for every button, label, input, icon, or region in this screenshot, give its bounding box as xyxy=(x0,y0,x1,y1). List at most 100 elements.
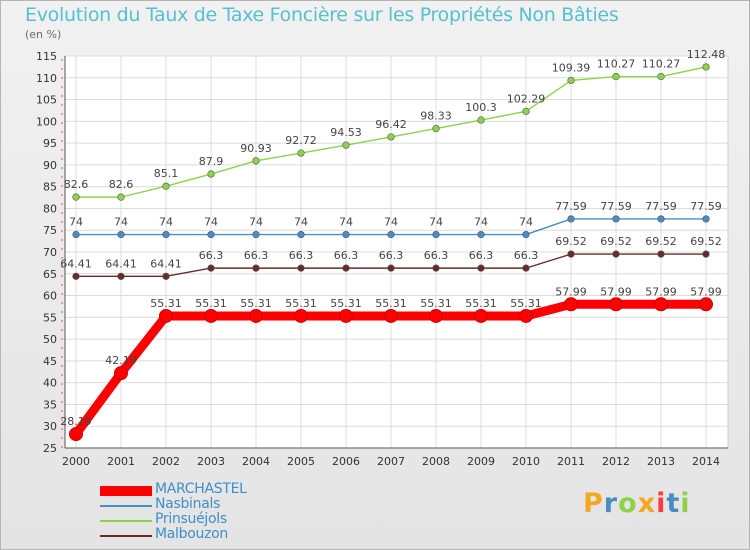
point-marchastel-2001 xyxy=(114,366,128,381)
legend-item-marchastel[interactable]: MARCHASTEL xyxy=(100,481,350,498)
y-tick-label-80: 80 xyxy=(43,202,57,215)
data-label-malbouzon-2000: 64.41 xyxy=(60,257,92,270)
data-label-marchastel-2003: 55.31 xyxy=(195,297,227,310)
y-tick-label-55: 55 xyxy=(43,311,57,324)
data-label-malbouzon-2002: 64.41 xyxy=(150,257,182,270)
point-prinsuejols-2001 xyxy=(117,193,125,201)
point-prinsuejols-2004 xyxy=(252,157,260,165)
point-nasbinals-2011 xyxy=(567,215,575,223)
x-tick-label-2002: 2002 xyxy=(152,455,180,468)
legend-item-prinsuejols[interactable]: Prinsuéjols xyxy=(100,511,350,528)
data-label-marchastel-2009: 55.31 xyxy=(465,297,497,310)
data-label-prinsuejols-2011: 109.39 xyxy=(552,61,591,74)
point-nasbinals-2002 xyxy=(162,230,170,239)
axes xyxy=(61,56,728,449)
y-tick-label-25: 25 xyxy=(43,442,57,455)
legend-label-nasbinals: Nasbinals xyxy=(155,496,221,512)
point-nasbinals-2006 xyxy=(342,230,350,239)
point-prinsuejols-2011 xyxy=(567,76,575,85)
legend-label-prinsuejols: Prinsuéjols xyxy=(155,511,227,527)
legend-swatch-nasbinals xyxy=(100,505,152,507)
legend-item-nasbinals[interactable]: Nasbinals xyxy=(100,496,350,513)
data-label-marchastel-2007: 55.31 xyxy=(375,297,407,310)
point-prinsuejols-2005 xyxy=(297,149,305,157)
data-label-prinsuejols-2006: 94.53 xyxy=(330,126,362,139)
data-label-nasbinals-2001: 74 xyxy=(114,216,128,229)
y-tick-label-95: 95 xyxy=(43,137,57,150)
x-tick-label-2012: 2012 xyxy=(602,455,630,468)
data-label-prinsuejols-2009: 100.3 xyxy=(465,101,497,114)
point-prinsuejols-2014 xyxy=(702,63,710,71)
y-tick-label-45: 45 xyxy=(43,355,57,368)
x-tick-label-2009: 2009 xyxy=(467,455,495,468)
data-label-prinsuejols-2013: 110.27 xyxy=(642,58,681,71)
x-tick-label-2005: 2005 xyxy=(287,455,315,468)
data-label-malbouzon-2005: 66.3 xyxy=(289,249,314,262)
x-tick-label-2006: 2006 xyxy=(332,455,360,468)
point-marchastel-2014 xyxy=(699,297,713,312)
point-malbouzon-2014 xyxy=(702,250,710,258)
y-tick-label-90: 90 xyxy=(43,159,57,172)
y-tick-label-40: 40 xyxy=(43,377,57,390)
data-label-prinsuejols-2014: 112.48 xyxy=(687,48,726,61)
data-label-nasbinals-2014: 77.59 xyxy=(690,200,722,213)
legend: MARCHASTEL Nasbinals Prinsuéjols Malbouz… xyxy=(100,481,350,543)
point-nasbinals-2009 xyxy=(477,230,485,239)
y-tick-label-65: 65 xyxy=(43,268,57,281)
point-nasbinals-2007 xyxy=(387,230,395,239)
data-label-malbouzon-2012: 69.52 xyxy=(600,235,632,248)
point-malbouzon-2003 xyxy=(207,264,215,272)
point-malbouzon-2000 xyxy=(72,272,80,280)
chart-subtitle: (en %) xyxy=(25,28,62,41)
legend-swatch-marchastel xyxy=(100,486,152,496)
point-malbouzon-2013 xyxy=(657,250,665,258)
point-nasbinals-2008 xyxy=(432,230,440,239)
x-tick-label-2007: 2007 xyxy=(377,455,405,468)
point-malbouzon-2001 xyxy=(117,272,125,280)
x-tick-label-2000: 2000 xyxy=(62,455,90,468)
point-prinsuejols-2010 xyxy=(522,107,530,115)
y-tick-label-60: 60 xyxy=(43,290,57,303)
data-label-prinsuejols-2008: 98.33 xyxy=(420,110,452,123)
x-tick-label-2001: 2001 xyxy=(107,455,135,468)
x-tick-label-2013: 2013 xyxy=(647,455,675,468)
y-tick-label-100: 100 xyxy=(36,115,57,128)
y-tick-label-85: 85 xyxy=(43,181,57,194)
x-tick-labels: 2000 2001 2002 2003 2004 2005 2006 2007 2008 2009… xyxy=(62,455,720,468)
data-label-nasbinals-2002: 74 xyxy=(159,216,173,229)
point-marchastel-2000 xyxy=(69,427,83,442)
y-tick-label-75: 75 xyxy=(43,224,57,237)
data-label-nasbinals-2000: 74 xyxy=(69,216,83,229)
data-label-malbouzon-2011: 69.52 xyxy=(555,235,587,248)
data-label-marchastel-2006: 55.31 xyxy=(330,297,362,310)
data-label-nasbinals-2013: 77.59 xyxy=(645,200,677,213)
point-nasbinals-2010 xyxy=(522,230,530,239)
x-tick-label-2011: 2011 xyxy=(557,455,585,468)
point-malbouzon-2012 xyxy=(612,250,620,258)
data-label-marchastel-2002: 55.31 xyxy=(150,297,182,310)
data-label-malbouzon-2006: 66.3 xyxy=(334,249,359,262)
point-malbouzon-2009 xyxy=(477,264,485,272)
y-tick-label-30: 30 xyxy=(43,420,57,433)
point-malbouzon-2007 xyxy=(387,264,395,272)
point-nasbinals-2013 xyxy=(657,215,665,223)
legend-swatch-prinsuejols xyxy=(100,520,152,522)
point-prinsuejols-2007 xyxy=(387,133,395,141)
proxiti-logo: Proxiti xyxy=(583,488,691,519)
data-label-prinsuejols-2005: 92.72 xyxy=(285,134,317,147)
data-label-prinsuejols-2012: 110.27 xyxy=(597,58,636,71)
logo-letter: x xyxy=(637,488,657,519)
x-tick-label-2003: 2003 xyxy=(197,455,225,468)
point-marchastel-2007 xyxy=(384,308,398,323)
point-marchastel-2008 xyxy=(429,308,443,323)
data-label-prinsuejols-2001: 82.6 xyxy=(109,178,134,191)
data-label-prinsuejols-2004: 90.93 xyxy=(240,142,272,155)
point-nasbinals-2003 xyxy=(207,230,215,239)
point-prinsuejols-2003 xyxy=(207,170,215,178)
y-tick-label-115: 115 xyxy=(36,50,57,63)
data-label-marchastel-2012: 57.99 xyxy=(600,285,632,298)
y-tick-label-110: 110 xyxy=(36,72,57,85)
point-nasbinals-2000 xyxy=(72,230,80,239)
legend-item-malbouzon[interactable]: Malbouzon xyxy=(100,526,350,543)
point-prinsuejols-2002 xyxy=(162,182,170,190)
